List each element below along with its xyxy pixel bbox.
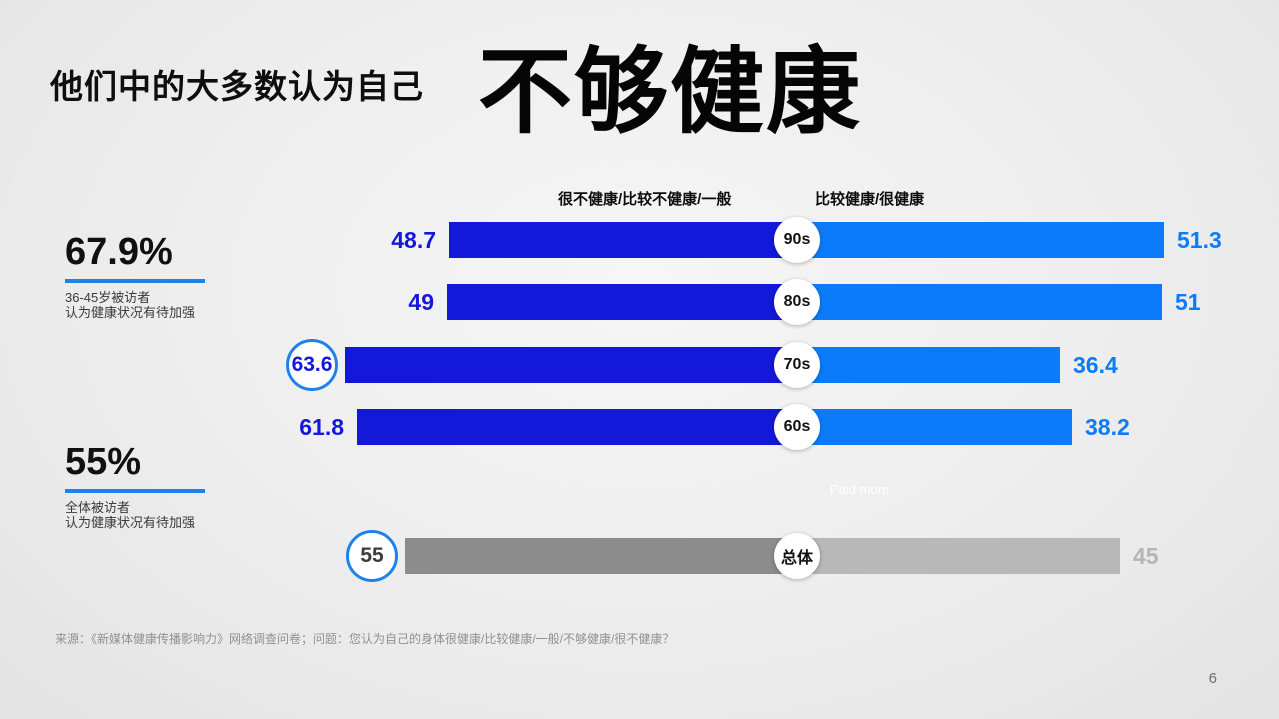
stat-description: 36-45岁被访者 认为健康状况有待加强 bbox=[65, 290, 285, 320]
category-circle-60s: 60s bbox=[774, 404, 820, 450]
bar-right-总体 bbox=[805, 538, 1120, 574]
left-value-60s: 61.8 bbox=[299, 414, 344, 440]
bar-left-总体 bbox=[405, 538, 790, 574]
bar-right-60s bbox=[805, 409, 1072, 445]
right-value-90s: 51.3 bbox=[1177, 227, 1222, 253]
page-number: 6 bbox=[1208, 670, 1217, 687]
source-footnote: 来源：《新媒体健康传播影响力》网络调查问卷；问题：您认为自己的身体很健康/比较健… bbox=[55, 632, 675, 646]
title-prefix: 他们中的大多数认为自己 bbox=[50, 68, 424, 105]
stat-line: 认为健康状况有待加强 bbox=[65, 305, 196, 320]
left-value-总体: 55 bbox=[346, 530, 398, 582]
bar-right-90s bbox=[805, 222, 1164, 258]
category-circle-70s: 70s bbox=[774, 342, 820, 388]
stat-underline bbox=[65, 489, 205, 493]
left-value-70s: 63.6 bbox=[286, 339, 338, 391]
stat-underline bbox=[65, 279, 205, 283]
stat-line: 36-45岁被访者 bbox=[65, 290, 151, 305]
title-highlight: 不够健康 bbox=[478, 39, 863, 144]
bar-left-90s bbox=[449, 222, 790, 258]
bar-left-60s bbox=[357, 409, 790, 445]
stat-block-total: 55% 全体被访者 认为健康状况有待加强 bbox=[65, 443, 285, 530]
legend-unhealthy: 很不健康/比较不健康/一般 bbox=[558, 191, 732, 208]
bar-right-70s bbox=[805, 347, 1060, 383]
category-circle-90s: 90s bbox=[774, 217, 820, 263]
stat-value: 67.9% bbox=[65, 231, 173, 273]
category-circle-80s: 80s bbox=[774, 279, 820, 325]
left-value-90s: 48.7 bbox=[391, 227, 436, 253]
watermark-text: Paid more bbox=[830, 482, 890, 497]
legend-healthy: 比较健康/很健康 bbox=[815, 191, 925, 208]
category-circle-总体: 总体 bbox=[774, 533, 820, 579]
stat-block-36-45: 67.9% 36-45岁被访者 认为健康状况有待加强 bbox=[65, 233, 285, 320]
stat-value: 55% bbox=[65, 441, 142, 483]
right-value-70s: 36.4 bbox=[1073, 352, 1118, 378]
right-value-60s: 38.2 bbox=[1085, 414, 1130, 440]
stat-description: 全体被访者 认为健康状况有待加强 bbox=[65, 500, 285, 530]
bar-right-80s bbox=[805, 284, 1162, 320]
left-value-80s: 49 bbox=[408, 289, 434, 315]
stat-line: 全体被访者 bbox=[65, 500, 131, 515]
right-value-总体: 45 bbox=[1133, 543, 1159, 569]
bar-left-70s bbox=[345, 347, 790, 383]
right-value-80s: 51 bbox=[1175, 289, 1201, 315]
stat-line: 认为健康状况有待加强 bbox=[65, 515, 196, 530]
bar-left-80s bbox=[447, 284, 790, 320]
